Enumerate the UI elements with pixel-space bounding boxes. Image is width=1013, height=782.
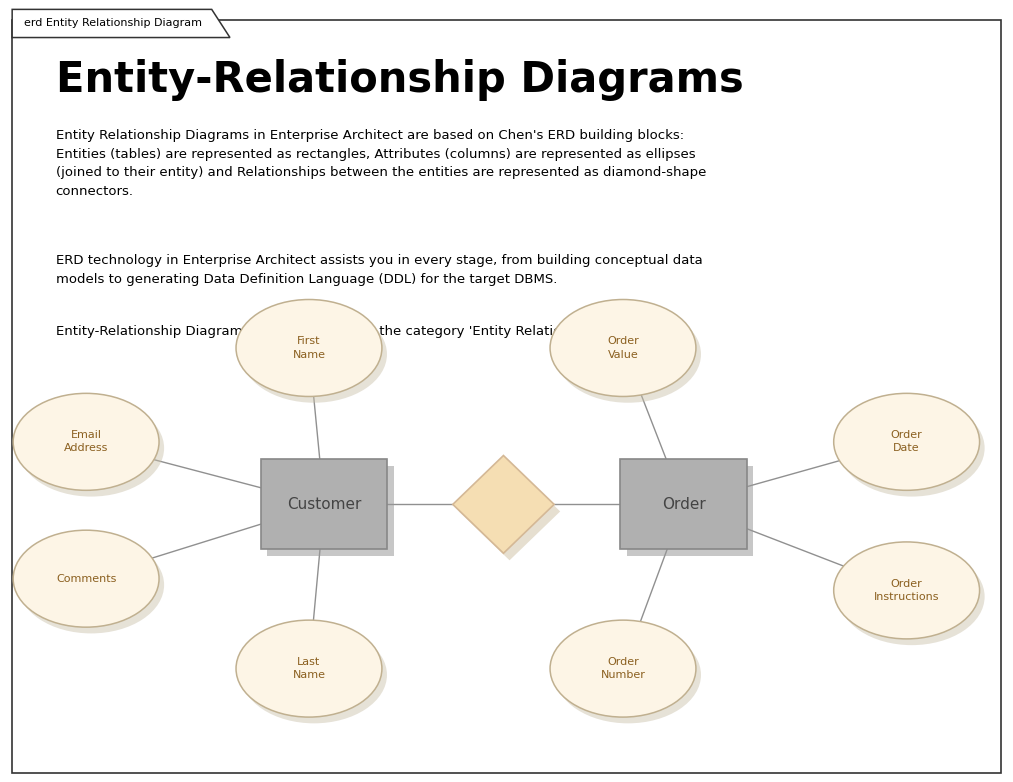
Text: Order: Order bbox=[661, 497, 706, 512]
Ellipse shape bbox=[555, 626, 701, 723]
Text: Entity-Relationship Diagrams are available from the category 'Entity Relationshi: Entity-Relationship Diagrams are availab… bbox=[56, 325, 673, 338]
Polygon shape bbox=[12, 9, 230, 38]
Ellipse shape bbox=[550, 620, 696, 717]
FancyBboxPatch shape bbox=[626, 466, 754, 557]
Text: Last
Name: Last Name bbox=[293, 657, 325, 680]
Ellipse shape bbox=[839, 548, 985, 645]
Ellipse shape bbox=[236, 300, 382, 396]
Ellipse shape bbox=[18, 400, 164, 497]
FancyBboxPatch shape bbox=[267, 466, 393, 557]
Ellipse shape bbox=[18, 536, 164, 633]
Text: Comments: Comments bbox=[56, 574, 116, 583]
Ellipse shape bbox=[834, 393, 980, 490]
Ellipse shape bbox=[834, 542, 980, 639]
Text: Email
Address: Email Address bbox=[64, 430, 108, 454]
Text: Order
Instructions: Order Instructions bbox=[874, 579, 939, 602]
Polygon shape bbox=[459, 462, 560, 560]
Ellipse shape bbox=[13, 530, 159, 627]
FancyBboxPatch shape bbox=[261, 459, 387, 549]
Ellipse shape bbox=[13, 393, 159, 490]
Text: erd Entity Relationship Diagram: erd Entity Relationship Diagram bbox=[24, 19, 203, 28]
Ellipse shape bbox=[241, 626, 387, 723]
Text: Order
Date: Order Date bbox=[890, 430, 923, 454]
Text: Order
Number: Order Number bbox=[601, 657, 645, 680]
Ellipse shape bbox=[236, 620, 382, 717]
FancyBboxPatch shape bbox=[12, 20, 1001, 773]
Text: ERD technology in Enterprise Architect assists you in every stage, from building: ERD technology in Enterprise Architect a… bbox=[56, 254, 702, 285]
Text: First
Name: First Name bbox=[293, 336, 325, 360]
Ellipse shape bbox=[550, 300, 696, 396]
Ellipse shape bbox=[839, 400, 985, 497]
Text: Order
Value: Order Value bbox=[607, 336, 639, 360]
FancyBboxPatch shape bbox=[620, 459, 748, 549]
Text: Entity Relationship Diagrams in Enterprise Architect are based on Chen's ERD bui: Entity Relationship Diagrams in Enterpri… bbox=[56, 129, 706, 198]
Text: Entity-Relationship Diagrams: Entity-Relationship Diagrams bbox=[56, 59, 744, 101]
Text: Customer: Customer bbox=[287, 497, 362, 512]
Polygon shape bbox=[453, 455, 554, 554]
Ellipse shape bbox=[241, 306, 387, 403]
Ellipse shape bbox=[555, 306, 701, 403]
